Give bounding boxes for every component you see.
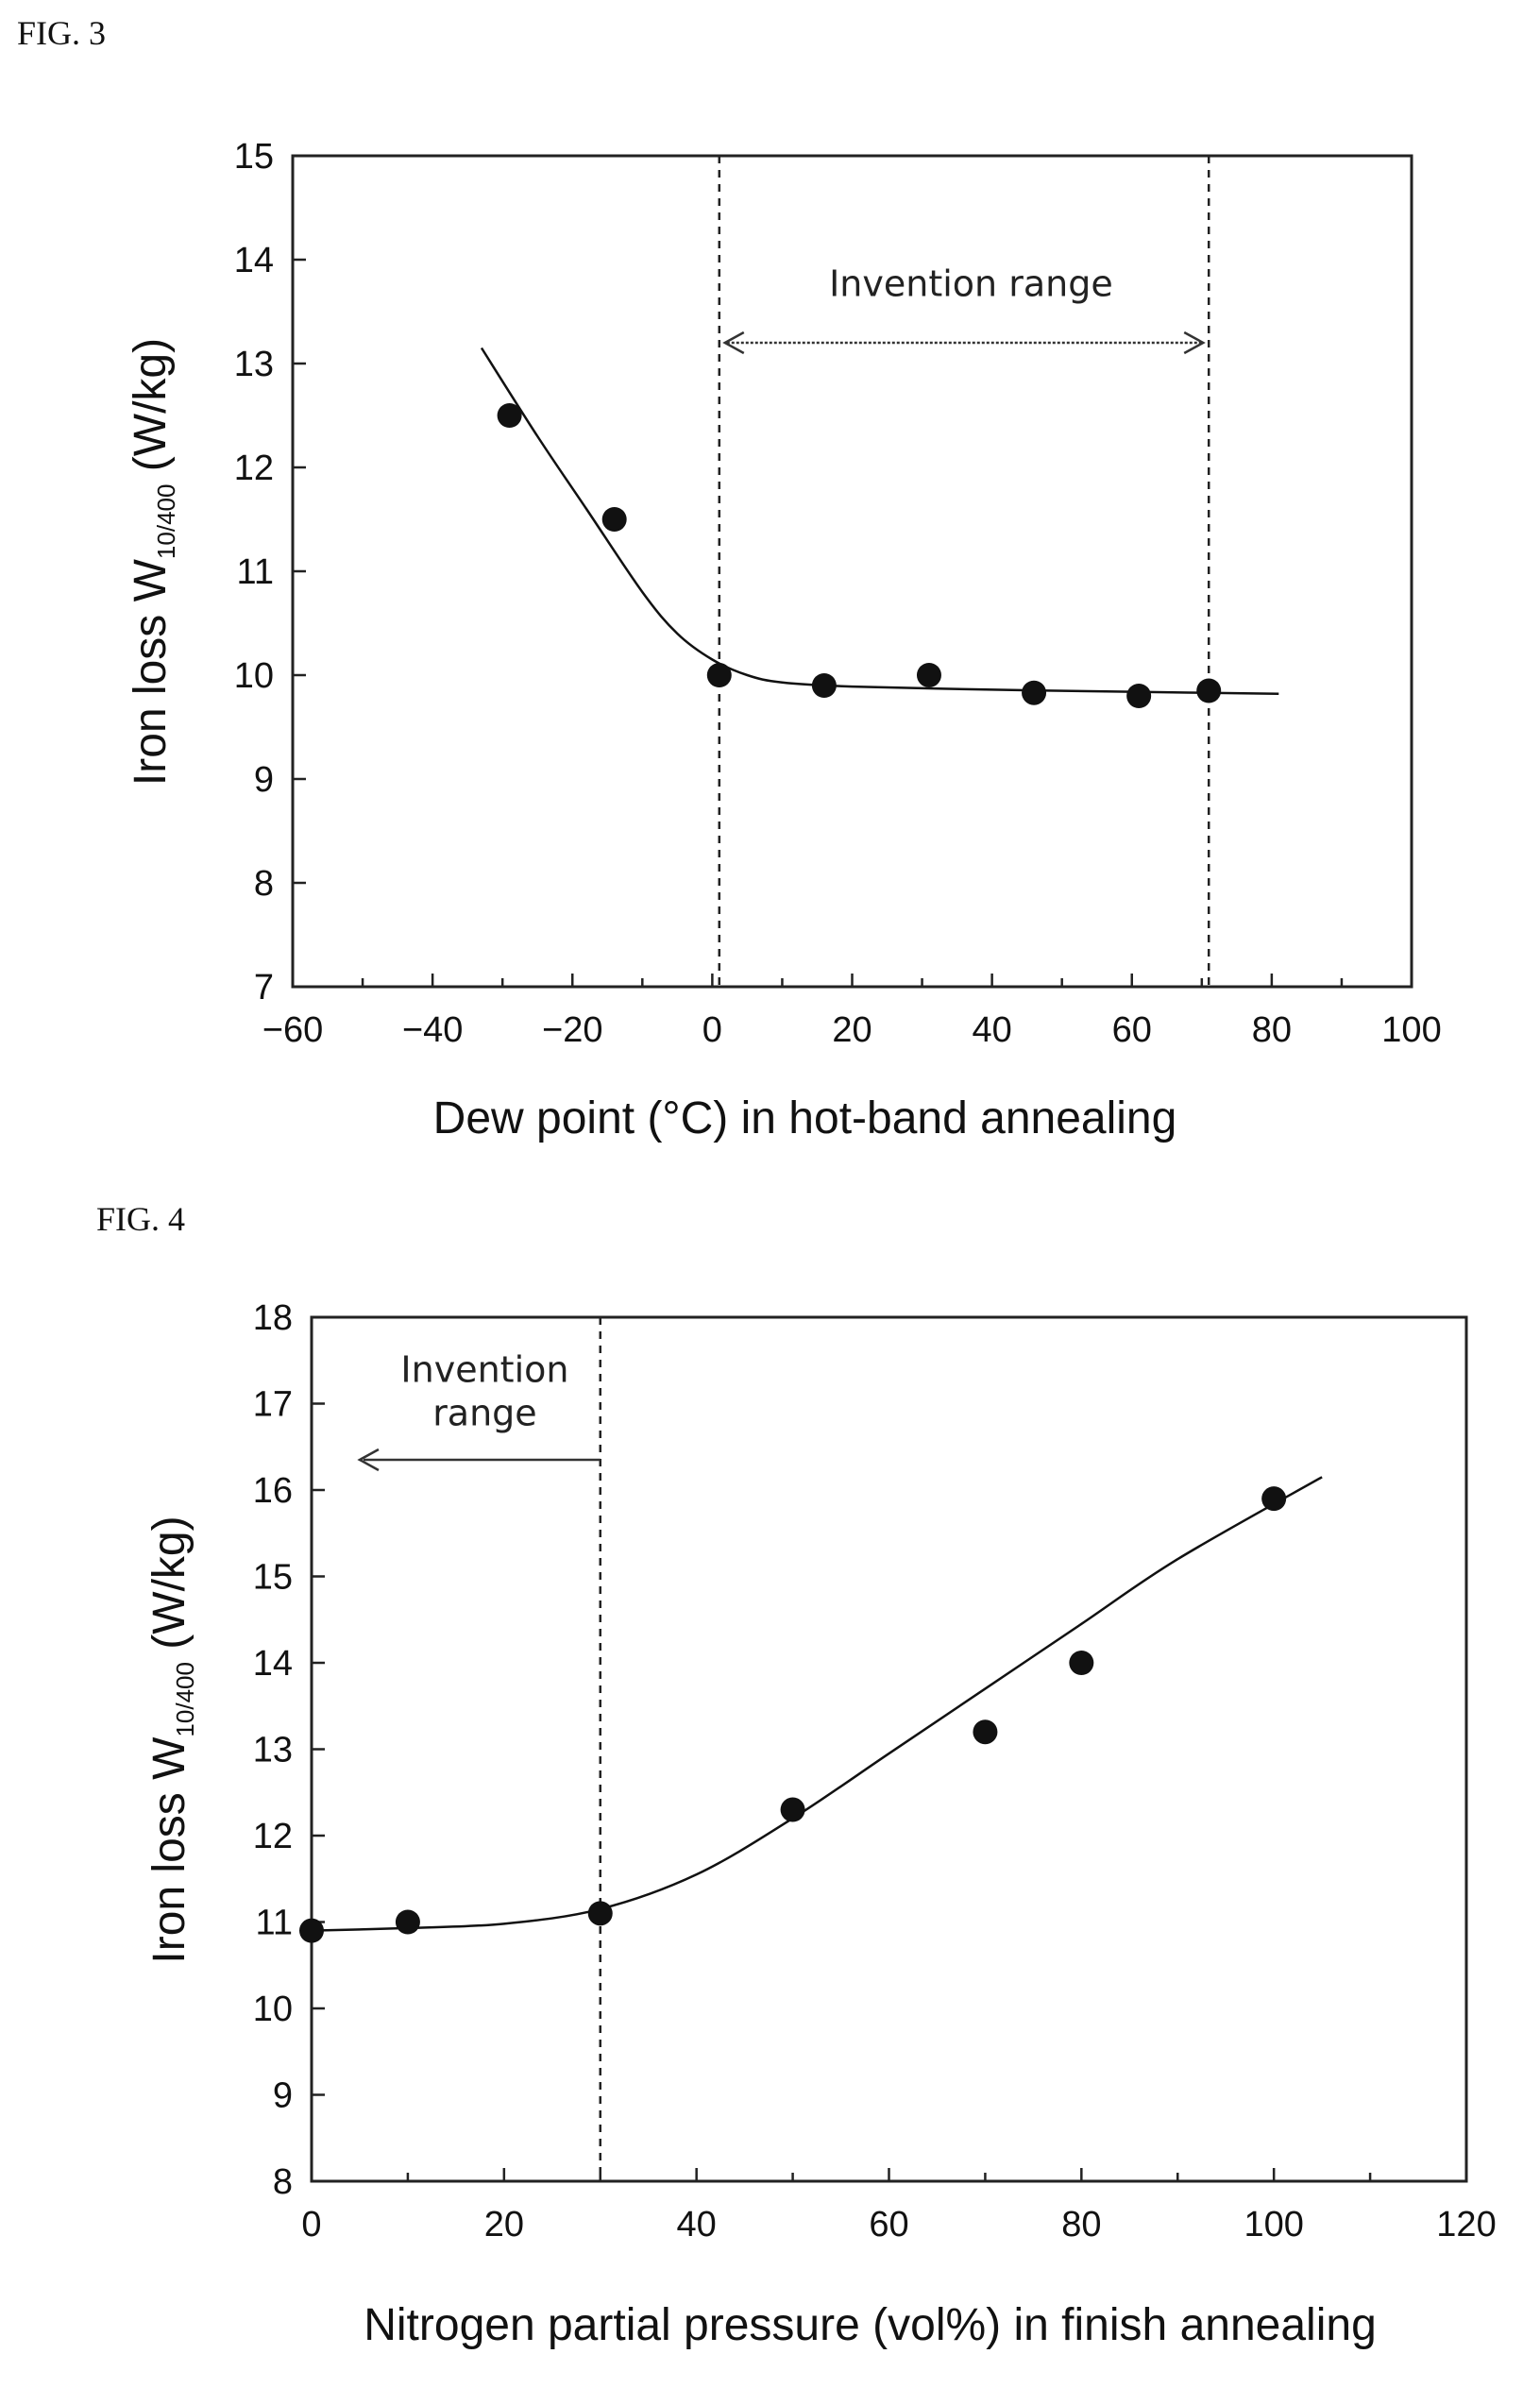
y-tick-label: 17	[253, 1385, 293, 1425]
data-point	[497, 403, 522, 428]
data-point	[811, 673, 837, 698]
invention-range-label: range	[432, 1393, 537, 1434]
y-tick-label: 9	[254, 760, 274, 800]
y-tick-label: 18	[253, 1298, 293, 1338]
y-tick-label: 8	[273, 2162, 293, 2202]
figure-4-label: FIG. 4	[96, 1200, 186, 1238]
data-point	[601, 507, 627, 532]
arrow-head-left	[722, 330, 745, 355]
x-tick-label: 20	[484, 2205, 524, 2244]
y-tick-label: 10	[253, 1990, 293, 2029]
invention-range-label: Invention	[400, 1349, 568, 1391]
y-tick-label: 15	[253, 1558, 293, 1598]
y-axis-title: Iron loss W10/400 (W/kg)	[126, 338, 180, 786]
data-point	[973, 1719, 998, 1745]
x-tick-label: 60	[1112, 1010, 1152, 1050]
data-point	[587, 1901, 613, 1926]
y-axis-title-unit: (W/kg)	[126, 338, 176, 484]
y-tick-label: 14	[253, 1644, 293, 1684]
y-tick-label: 12	[253, 1817, 293, 1856]
y-tick-label: 14	[234, 241, 274, 280]
data-point	[706, 663, 732, 687]
figure-3-chart: −60 −40 −20 0 20 40 60 80 100 7 8 9 10 11 12 13 14 15 Inve…	[126, 137, 1442, 1143]
data-point	[299, 1918, 324, 1943]
x-axis-title: Dew point (°C) in hot-band annealing	[433, 1093, 1177, 1143]
x-tick-label: 0	[301, 2205, 321, 2244]
data-point	[916, 663, 941, 687]
x-tick-label: 60	[869, 2205, 908, 2244]
data-point	[1261, 1486, 1287, 1512]
y-axis-title-unit: (W/kg)	[144, 1516, 195, 1662]
x-tick-label: −40	[402, 1010, 463, 1050]
x-tick-label: −60	[262, 1010, 323, 1050]
y-tick-label: 7	[254, 968, 274, 1008]
figure-3-label: FIG. 3	[17, 14, 107, 52]
data-point	[1022, 680, 1047, 705]
y-axis-title-main: Iron loss W	[126, 558, 176, 786]
x-tick-label: 120	[1436, 2205, 1496, 2244]
arrow-head-left	[357, 1448, 380, 1472]
x-tick-label: −20	[542, 1010, 602, 1050]
x-tick-label: 100	[1381, 1010, 1441, 1050]
data-point	[1126, 684, 1152, 708]
y-tick-label: 12	[234, 449, 274, 488]
y-axis-title-subscript: 10/400	[152, 484, 180, 560]
x-tick-label: 20	[832, 1010, 872, 1050]
y-tick-label: 8	[254, 864, 274, 904]
x-axis-title: Nitrogen partial pressure (vol%) in fini…	[364, 2300, 1377, 2350]
x-tick-label: 80	[1252, 1010, 1292, 1050]
data-point	[1196, 678, 1222, 703]
data-point	[395, 1909, 420, 1935]
y-axis-title-main: Iron loss W	[144, 1736, 195, 1964]
plot-frame	[310, 1315, 1468, 2183]
y-axis-title-subscript: 10/400	[171, 1662, 199, 1737]
fit-curve	[480, 347, 1279, 696]
y-tick-label: 13	[234, 345, 274, 384]
y-tick-label: 10	[234, 656, 274, 696]
y-tick-label: 16	[253, 1471, 293, 1511]
data-point	[780, 1797, 805, 1822]
y-tick-label: 13	[253, 1731, 293, 1770]
invention-range-label: Invention range	[829, 263, 1113, 305]
fit-curve	[311, 1476, 1323, 1932]
y-tick-label: 11	[237, 552, 274, 592]
y-tick-label: 11	[256, 1904, 293, 1943]
x-tick-label: 0	[702, 1010, 722, 1050]
x-tick-label: 40	[972, 1010, 1011, 1050]
x-tick-label: 40	[677, 2205, 717, 2244]
x-tick-label: 100	[1244, 2205, 1303, 2244]
y-axis-title: Iron loss W10/400 (W/kg)	[144, 1516, 199, 1963]
y-tick-label: 15	[234, 137, 274, 177]
data-point	[1069, 1651, 1094, 1675]
x-tick-label: 80	[1061, 2205, 1101, 2244]
arrow-head-right	[1183, 330, 1206, 355]
y-tick-label: 9	[273, 2076, 293, 2116]
